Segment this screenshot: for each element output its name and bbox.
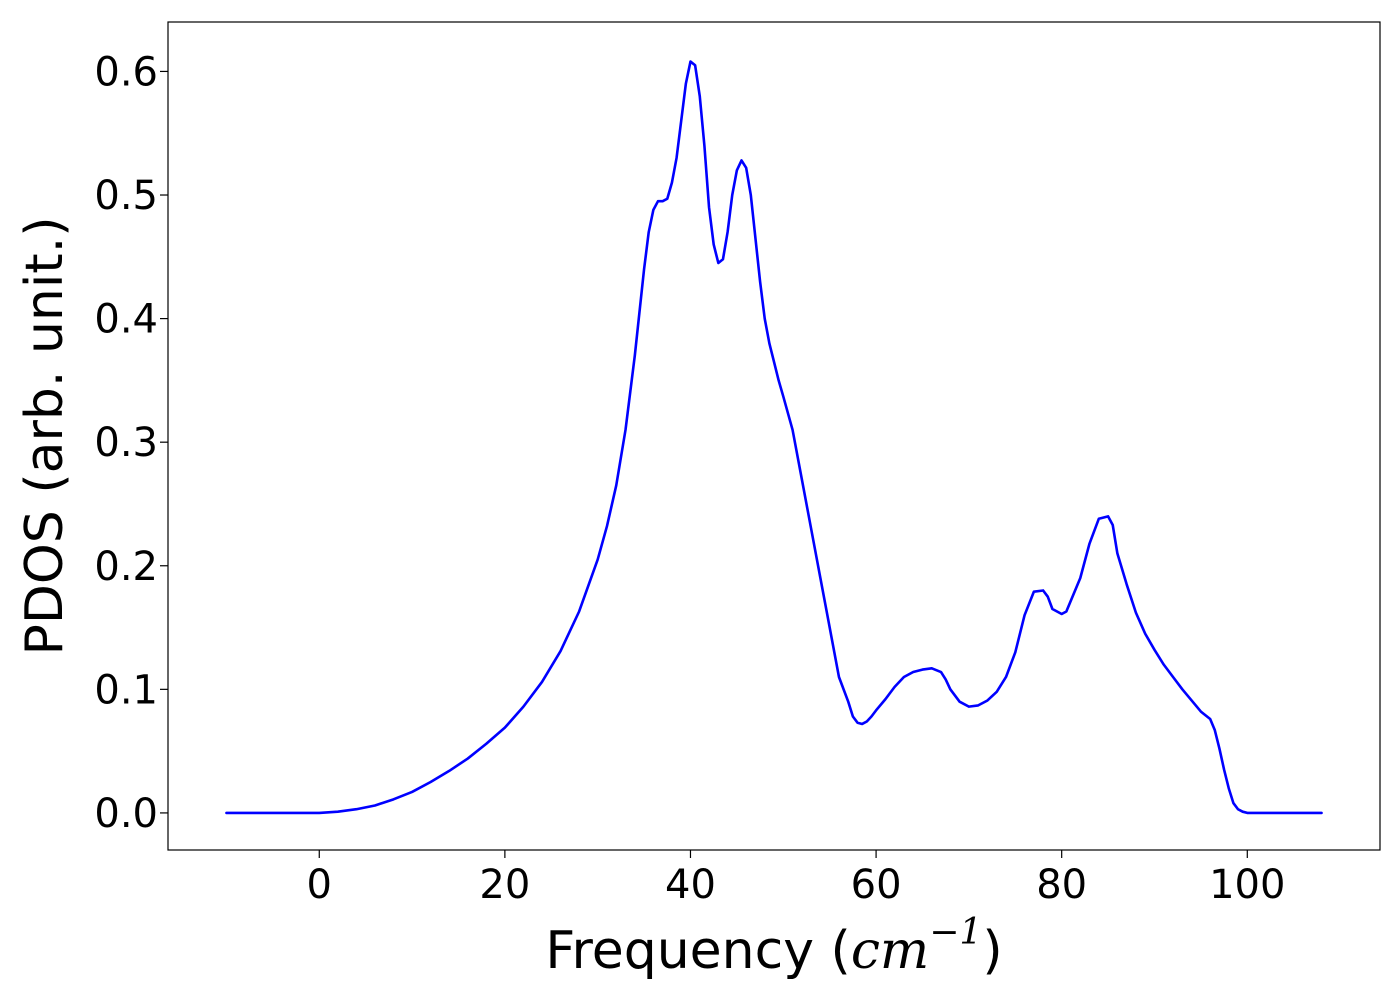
y-axis-ticks: 0.0 0.1 0.2 0.3 0.4 0.5 0.6 [94, 49, 168, 837]
x-axis-title-exponent: −1 [929, 912, 982, 953]
y-tick-label: 0.0 [94, 791, 158, 837]
x-axis-title-unit: cm [851, 921, 929, 981]
y-tick-label: 0.3 [94, 420, 158, 466]
x-axis-title-prefix: Frequency ( [545, 921, 850, 981]
x-tick-label: 40 [665, 862, 716, 908]
x-tick-label: 60 [851, 862, 902, 908]
x-axis-title: Frequency (cm−1) [545, 912, 1002, 981]
y-axis-title: PDOS (arb. unit.) [15, 216, 75, 655]
axes-frame [167, 21, 1381, 851]
x-axis-title-suffix: ) [982, 921, 1002, 981]
x-tick-label: 0 [307, 862, 332, 908]
plot-area [167, 21, 1381, 851]
y-tick-label: 0.5 [94, 173, 158, 219]
y-tick-label: 0.6 [94, 49, 158, 95]
x-tick-label: 20 [479, 862, 530, 908]
x-tick-label: 100 [1209, 862, 1285, 908]
x-tick-label: 80 [1036, 862, 1087, 908]
y-tick-label: 0.1 [94, 667, 158, 713]
y-tick-label: 0.2 [94, 544, 158, 590]
y-tick-label: 0.4 [94, 297, 158, 343]
pdos-series-line [225, 60, 1323, 815]
x-axis-ticks: 0 20 40 60 80 100 [307, 850, 1285, 908]
